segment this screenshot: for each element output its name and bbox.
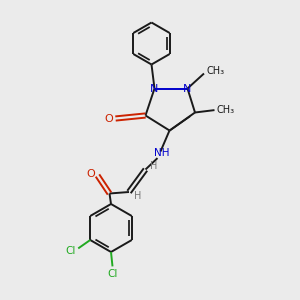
Text: N: N: [183, 83, 192, 94]
Text: Cl: Cl: [65, 246, 76, 256]
Text: H: H: [150, 161, 158, 171]
Text: NH: NH: [154, 148, 170, 158]
Text: N: N: [150, 83, 159, 94]
Text: CH₃: CH₃: [206, 66, 224, 76]
Text: CH₃: CH₃: [217, 105, 235, 115]
Text: H: H: [134, 190, 141, 201]
Text: O: O: [104, 113, 113, 124]
Text: Cl: Cl: [107, 268, 118, 279]
Text: O: O: [86, 169, 95, 179]
